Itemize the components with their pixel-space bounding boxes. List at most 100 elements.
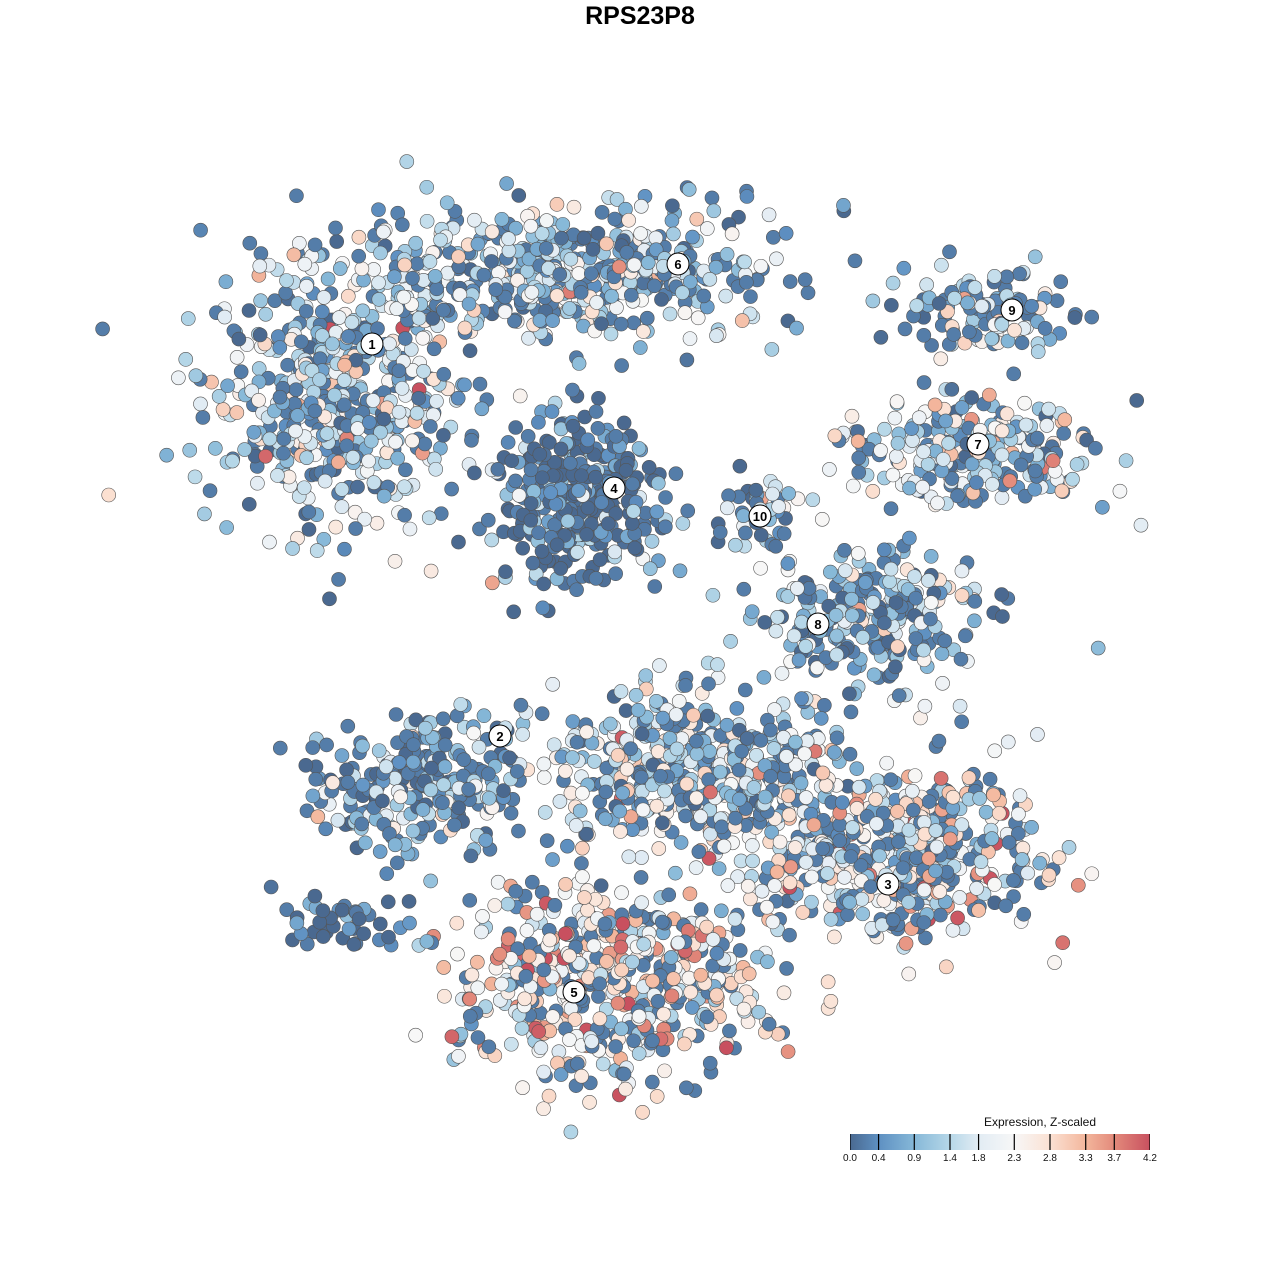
data-point xyxy=(645,1074,660,1090)
data-point xyxy=(1133,517,1149,533)
data-point xyxy=(285,541,300,556)
data-point xyxy=(916,375,932,390)
data-point xyxy=(702,271,718,287)
data-point xyxy=(658,490,673,505)
data-point xyxy=(462,1008,478,1024)
data-point xyxy=(693,967,709,983)
data-point xyxy=(973,854,989,870)
svg-text:6: 6 xyxy=(674,257,681,272)
data-point xyxy=(1061,840,1077,855)
data-point xyxy=(751,1004,767,1020)
data-point xyxy=(614,1021,629,1037)
data-point xyxy=(361,453,376,469)
data-point xyxy=(699,221,715,236)
data-point xyxy=(415,802,431,817)
data-point xyxy=(883,561,899,577)
data-point xyxy=(95,321,110,337)
data-point xyxy=(883,772,899,787)
data-point xyxy=(286,247,302,263)
data-point xyxy=(506,604,521,620)
data-point xyxy=(1084,309,1100,325)
data-point xyxy=(270,468,285,483)
data-point xyxy=(470,1030,486,1045)
data-point xyxy=(208,441,223,456)
data-point xyxy=(560,513,576,529)
data-point xyxy=(820,974,836,990)
data-point xyxy=(806,817,822,833)
data-point xyxy=(765,914,781,930)
data-point xyxy=(315,929,331,944)
data-point xyxy=(636,936,651,952)
data-point xyxy=(523,513,539,528)
data-point xyxy=(1027,481,1043,497)
data-point xyxy=(648,242,664,258)
svg-text:1: 1 xyxy=(368,337,375,352)
data-point xyxy=(393,789,408,805)
data-point xyxy=(829,730,845,746)
data-point xyxy=(898,936,914,951)
data-point xyxy=(409,256,425,272)
data-point xyxy=(381,929,396,945)
data-point xyxy=(576,230,592,246)
data-point xyxy=(967,280,983,295)
data-point xyxy=(753,733,769,748)
data-point xyxy=(668,466,684,481)
data-point xyxy=(954,400,970,415)
data-point xyxy=(487,898,503,913)
data-point xyxy=(613,684,629,699)
data-point xyxy=(591,989,606,1004)
data-point xyxy=(865,293,881,309)
data-point xyxy=(888,659,903,675)
data-point xyxy=(521,330,536,346)
data-point xyxy=(960,295,975,311)
data-point xyxy=(908,631,924,646)
data-point xyxy=(609,192,625,207)
data-point xyxy=(702,744,717,759)
data-point xyxy=(670,935,686,951)
data-point xyxy=(732,458,748,474)
data-point xyxy=(680,503,696,519)
data-point xyxy=(823,993,839,1009)
data-point xyxy=(472,521,487,537)
data-point xyxy=(539,241,554,256)
data-point xyxy=(387,837,403,853)
data-point xyxy=(986,787,1001,803)
data-point xyxy=(470,236,486,252)
cluster-label-1: 1 xyxy=(360,332,384,356)
data-point xyxy=(782,927,797,943)
data-point xyxy=(1001,835,1017,850)
data-point xyxy=(958,628,973,644)
data-point xyxy=(704,190,720,206)
data-point xyxy=(793,775,809,791)
data-point xyxy=(171,370,186,386)
data-point xyxy=(1055,935,1071,951)
data-point xyxy=(817,697,832,713)
data-point xyxy=(563,251,579,267)
data-point xyxy=(380,894,396,910)
data-point xyxy=(827,745,842,760)
data-point xyxy=(895,860,911,876)
data-point xyxy=(618,1081,633,1097)
data-point xyxy=(851,465,867,480)
data-point xyxy=(288,423,303,439)
data-point xyxy=(649,693,664,709)
data-point xyxy=(1011,806,1026,822)
data-point xyxy=(592,1011,608,1026)
data-point xyxy=(371,202,386,218)
data-point xyxy=(510,272,525,288)
data-point xyxy=(549,288,565,303)
data-point xyxy=(779,961,794,976)
data-point xyxy=(588,571,604,586)
data-point xyxy=(768,538,784,554)
data-point xyxy=(408,712,424,728)
data-point xyxy=(741,966,757,982)
data-point xyxy=(706,203,722,219)
data-point xyxy=(774,666,790,681)
data-point xyxy=(390,450,405,466)
data-point xyxy=(693,809,708,824)
color-scale-bar xyxy=(850,1134,1150,1150)
data-point xyxy=(842,894,857,910)
data-point xyxy=(647,579,663,594)
data-point xyxy=(457,377,472,393)
data-point xyxy=(999,406,1015,422)
